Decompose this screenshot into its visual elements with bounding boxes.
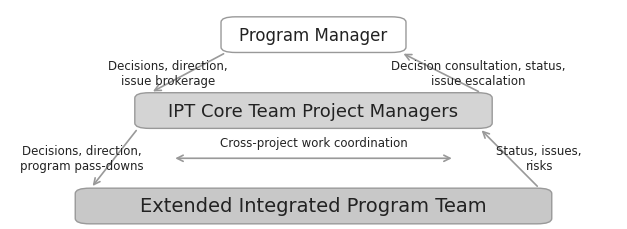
Text: Decisions, direction,
program pass-downs: Decisions, direction, program pass-downs xyxy=(19,145,144,172)
Text: IPT Core Team Project Managers: IPT Core Team Project Managers xyxy=(169,102,458,120)
FancyBboxPatch shape xyxy=(221,18,406,53)
Text: Program Manager: Program Manager xyxy=(240,27,387,44)
Text: Cross-project work coordination: Cross-project work coordination xyxy=(219,136,408,150)
FancyBboxPatch shape xyxy=(135,93,492,129)
Text: Decisions, direction,
issue brokerage: Decisions, direction, issue brokerage xyxy=(108,59,228,87)
Text: Extended Integrated Program Team: Extended Integrated Program Team xyxy=(140,197,487,215)
FancyBboxPatch shape xyxy=(75,188,552,224)
Text: Decision consultation, status,
issue escalation: Decision consultation, status, issue esc… xyxy=(391,59,566,87)
Text: Status, issues,
risks: Status, issues, risks xyxy=(497,145,582,172)
